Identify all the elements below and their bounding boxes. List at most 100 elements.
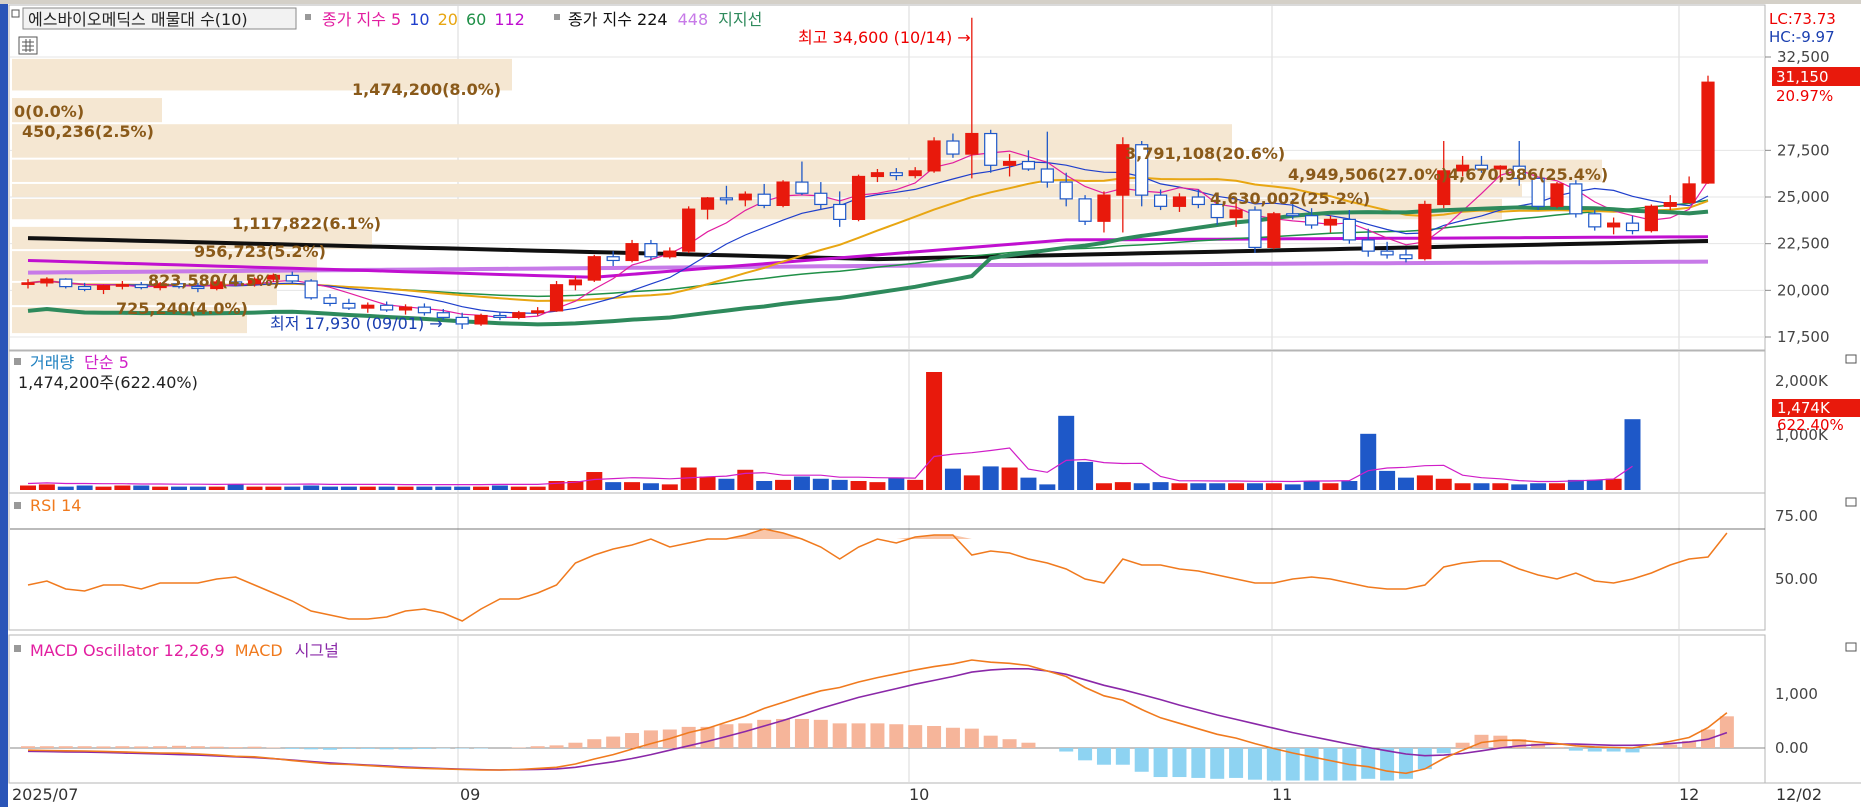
candle-body <box>323 297 337 304</box>
rsi-panel-border <box>8 492 1766 631</box>
candle-body <box>210 281 224 290</box>
macd-oscillator-bar <box>549 745 564 748</box>
candle-body <box>757 193 771 206</box>
current-volume-marker <box>1772 399 1860 417</box>
volume-bar <box>246 486 263 490</box>
legend-toggle-box[interactable] <box>11 9 20 18</box>
candle-body <box>851 175 866 220</box>
volume-bar <box>1360 433 1377 490</box>
ma-legend-2: 종가 지수 224 448 지지선 <box>568 10 762 29</box>
macd-oscillator-bar <box>1493 735 1508 748</box>
volume-bar <box>831 479 848 490</box>
volume-bar <box>265 486 282 490</box>
gridlines <box>10 6 1765 782</box>
volume-bar <box>473 486 490 490</box>
candle-body <box>1153 194 1168 207</box>
volume-profile-label: 4,949,506(27.0%) <box>1288 165 1448 184</box>
macd-oscillator-bar <box>96 746 111 748</box>
price-panel-border <box>8 4 1766 351</box>
x-label-nov: 11 <box>1272 785 1292 804</box>
candle-body <box>1474 164 1489 170</box>
candle-body <box>1663 202 1677 207</box>
volume-profile-labels: 0(0.0%) 1,474,200(8.0%) 450,236(2.5%) 3,791… <box>14 80 1608 318</box>
macd-oscillator-bar <box>1323 748 1338 781</box>
volume-profile-label: 4,670,986(25.4%) <box>1448 165 1608 184</box>
grid-icon-lines <box>22 39 34 52</box>
macd-oscillator-bar <box>1663 744 1678 748</box>
main-series-name[interactable]: 에스바이오메딕스 매물대 수(10) <box>28 10 248 29</box>
volume-bar <box>1077 461 1094 490</box>
volume-bar <box>189 486 206 490</box>
rsi-legend-marker <box>14 502 21 509</box>
candle-body <box>927 140 941 172</box>
candle-body <box>1286 213 1300 217</box>
candle-body <box>40 278 54 284</box>
macd-oscillator-bar <box>39 746 54 748</box>
candle-body <box>549 284 564 312</box>
volume-bar <box>1435 478 1452 490</box>
volume-profile-band <box>12 159 1602 182</box>
macd-oscillator-bar <box>606 736 621 748</box>
candle-body <box>587 256 601 281</box>
macd-close-icon[interactable] <box>1845 642 1857 652</box>
ma448-legend: 448 <box>678 10 709 29</box>
volume-bar <box>510 486 527 490</box>
candle-body <box>59 278 73 288</box>
candle-body <box>663 250 677 258</box>
x-axis-end-date: 12/02 <box>1776 785 1822 804</box>
volume-bar <box>850 481 867 490</box>
candle-body <box>1607 222 1621 228</box>
candle-body <box>1493 165 1507 170</box>
rsi-close-icon[interactable] <box>1845 497 1857 507</box>
macd-oscillator-bar <box>21 746 35 748</box>
macd-oscillator-bar <box>1210 748 1225 779</box>
volume-bar <box>1058 415 1075 490</box>
candle-body <box>1342 218 1356 241</box>
macd-oscillator-bar <box>794 718 809 748</box>
volume-bar <box>397 486 414 490</box>
macd-oscillator-bar <box>1304 748 1319 781</box>
volume-bar <box>926 372 943 490</box>
volume-bar <box>208 486 225 490</box>
macd-title: MACD <box>235 641 283 660</box>
candle-body <box>361 304 375 309</box>
macd-oscillator-bar <box>643 730 658 748</box>
macd-oscillator-bar <box>587 739 602 748</box>
volume-profile-label: 0(0.0%) <box>14 102 84 121</box>
ma224-legend: 종가 지수 224 <box>568 10 668 29</box>
candle-body <box>833 203 847 220</box>
volume-bar <box>642 483 659 490</box>
volume-profile-band <box>12 198 1502 220</box>
volume-axis-top: 2,000K <box>1775 372 1829 390</box>
hc-value: HC:-9.97 <box>1769 28 1835 46</box>
volume-bar <box>907 479 924 490</box>
volume-bar <box>718 478 735 490</box>
macd-axis-zero: 0.00 <box>1775 739 1808 757</box>
candle-body <box>1512 165 1526 179</box>
current-volume-value: 1,474K <box>1777 399 1831 417</box>
high-annotation: 최고 34,600 (10/14) → <box>798 28 971 47</box>
volume-bar <box>1152 482 1169 490</box>
candle-body <box>1135 144 1149 196</box>
candle-body <box>568 279 583 286</box>
candle-body <box>1078 198 1092 222</box>
ma448-line <box>27 259 1709 275</box>
volume-bar <box>1530 483 1547 490</box>
ma112-legend: 112 <box>494 10 525 29</box>
legend-marker <box>305 14 311 20</box>
macd-line <box>27 659 1728 775</box>
current-price-marker <box>1772 67 1860 86</box>
candle-body <box>1456 164 1470 172</box>
volume-profile-band <box>12 98 162 123</box>
candle-body <box>247 278 262 285</box>
current-change-pct: 20.97% <box>1776 87 1833 105</box>
candle-body <box>1644 205 1658 232</box>
candle-body <box>455 316 469 325</box>
volume-close-icon[interactable] <box>1845 354 1857 364</box>
price-axis-label: 22,500 <box>1777 235 1830 253</box>
candle-body <box>606 256 620 262</box>
candle-body <box>1210 203 1224 219</box>
candle-body <box>1191 196 1205 206</box>
macd-oscillator-bar <box>341 748 356 749</box>
